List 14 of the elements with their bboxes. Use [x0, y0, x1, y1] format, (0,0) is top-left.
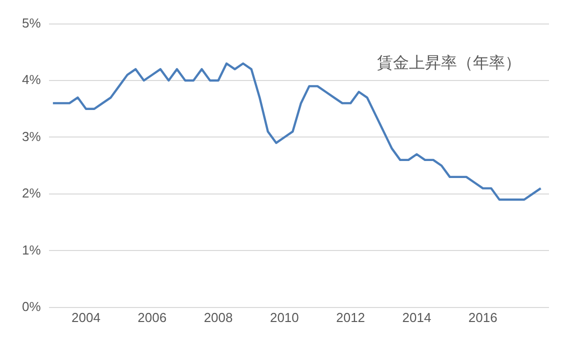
y-tick-label: 4%: [22, 72, 42, 88]
x-tick-label: 2016: [468, 310, 498, 325]
x-tick-label: 2014: [402, 310, 432, 325]
x-tick-label: 2008: [204, 310, 233, 325]
x-tick-label: 2012: [336, 310, 366, 325]
y-tick-label: 3%: [22, 128, 42, 144]
text: 賃金上昇率（年率）: [377, 54, 521, 72]
x-tick-label: 2004: [72, 310, 100, 325]
x-tick-label: 2006: [138, 310, 167, 325]
y-tick-label: 1%: [22, 242, 42, 258]
x-tick-label: 2010: [270, 310, 299, 325]
y-tick-label: 2%: [22, 186, 42, 201]
y-tick-label: 0%: [22, 298, 42, 314]
y-tick-label: 5%: [22, 15, 42, 30]
